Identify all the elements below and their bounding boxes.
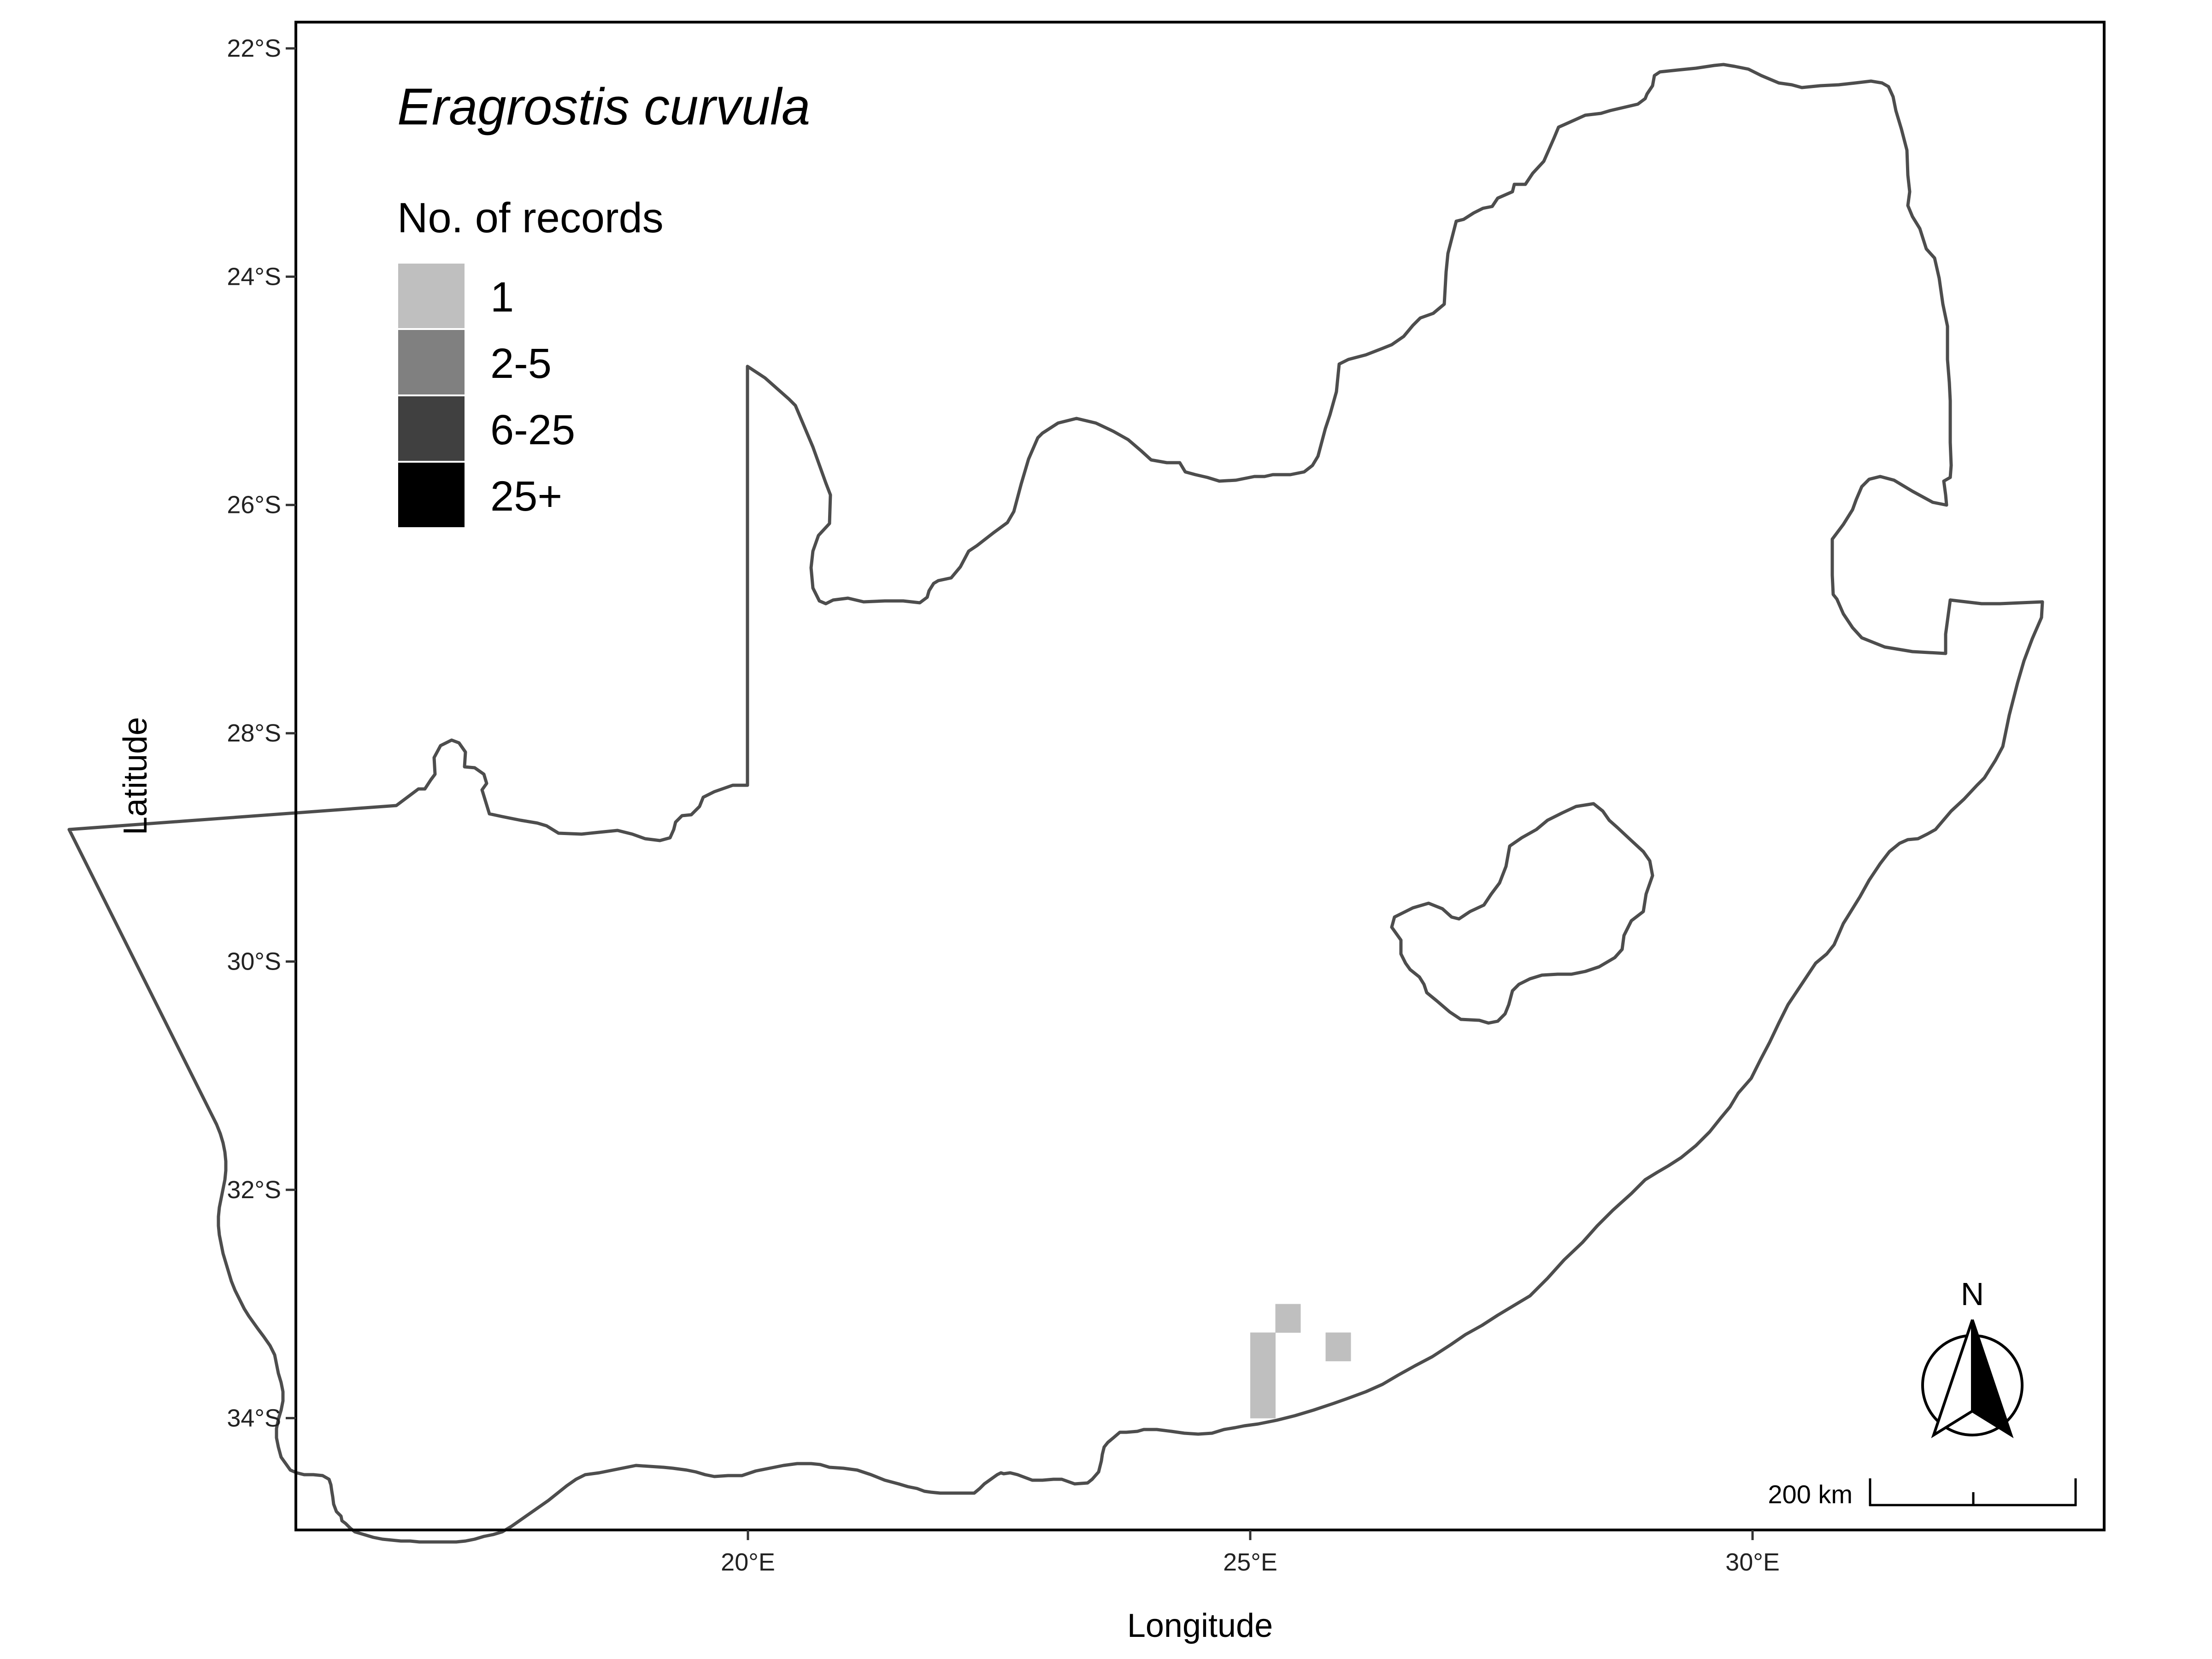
south-africa-outline bbox=[67, 63, 2044, 1544]
y-tick-label: 30°S bbox=[227, 947, 281, 975]
record-cell bbox=[1325, 1332, 1351, 1361]
x-tick-label: 20°E bbox=[721, 1548, 775, 1576]
north-arrow-icon: N bbox=[1921, 1276, 2024, 1438]
legend-label: 25+ bbox=[490, 473, 562, 520]
longitude-axis: 20°E 25°E 30°E bbox=[721, 1530, 1780, 1576]
y-tick-label: 22°S bbox=[227, 35, 281, 62]
legend-swatch bbox=[398, 396, 465, 461]
legend-label: 2-5 bbox=[490, 340, 552, 387]
north-arrow-label: N bbox=[1961, 1276, 1984, 1312]
record-cell bbox=[1250, 1361, 1276, 1390]
record-cell bbox=[1250, 1332, 1276, 1361]
y-axis-title: Latitude bbox=[117, 717, 154, 835]
record-cell bbox=[1275, 1304, 1301, 1333]
legend-label: 1 bbox=[490, 274, 514, 321]
lesotho-outline bbox=[1390, 802, 1654, 1025]
record-cells bbox=[1250, 1304, 1351, 1418]
legend-title: No. of records bbox=[397, 194, 664, 241]
legend-swatch bbox=[398, 264, 465, 328]
species-title: Eragrostis curvula bbox=[397, 78, 810, 135]
legend-label: 6-25 bbox=[490, 406, 575, 453]
records-legend: No. of records 1 2-5 6-25 25+ bbox=[397, 194, 664, 527]
scale-bar-label: 200 km bbox=[1768, 1480, 1853, 1509]
legend-swatch bbox=[398, 463, 465, 527]
y-tick-label: 32°S bbox=[227, 1176, 281, 1204]
map-panel-border bbox=[294, 21, 2106, 1531]
y-tick-label: 28°S bbox=[227, 719, 281, 747]
record-cell bbox=[1250, 1389, 1276, 1418]
x-axis-title: Longitude bbox=[1127, 1607, 1273, 1644]
x-tick-label: 25°E bbox=[1223, 1548, 1277, 1576]
legend-items: 1 2-5 6-25 25+ bbox=[398, 264, 575, 527]
x-tick-label: 30°E bbox=[1725, 1548, 1780, 1576]
legend-swatch bbox=[398, 330, 465, 394]
y-tick-label: 34°S bbox=[227, 1404, 281, 1432]
latitude-axis: 22°S 24°S 26°S 28°S 30°S 32°S 34°S bbox=[227, 35, 296, 1432]
scale-bar: 200 km bbox=[1768, 1478, 2077, 1509]
y-tick-label: 26°S bbox=[227, 491, 281, 519]
y-tick-label: 24°S bbox=[227, 263, 281, 290]
